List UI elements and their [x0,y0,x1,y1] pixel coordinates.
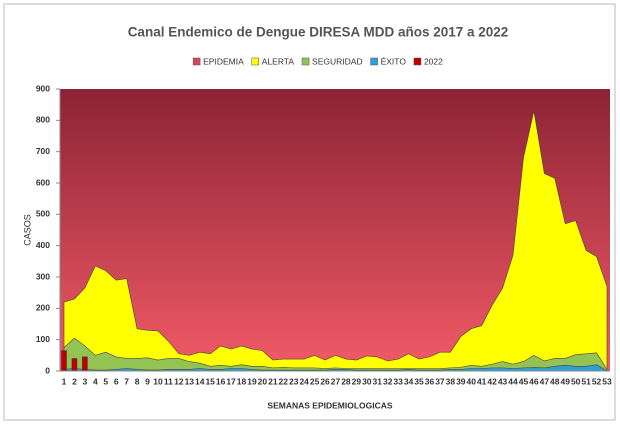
legend-swatch [370,57,378,66]
x-tick-label: 53 [602,376,612,386]
x-tick-label: 34 [404,376,414,386]
x-tick-label: 6 [114,376,119,386]
x-tick-label: 29 [352,376,362,386]
bar [82,356,88,372]
x-tick-label: 27 [331,376,341,386]
y-axis-title: CASOS [22,214,32,246]
x-tick-label: 19 [247,376,257,386]
legend-swatch [251,57,259,66]
x-tick-label: 16 [216,376,226,386]
x-tick-label: 30 [362,376,372,386]
legend-label: ALERTA [262,56,295,66]
y-tick-label: 900 [36,83,50,93]
x-tick-label: 3 [83,376,88,386]
x-tick-label: 38 [446,376,456,386]
x-tick-label: 26 [320,376,330,386]
x-tick-label: 47 [540,376,550,386]
x-tick-label: 48 [550,376,560,386]
x-tick-label: 32 [383,376,393,386]
x-tick-label: 41 [477,376,487,386]
y-tick-label: 700 [36,146,50,156]
x-tick-label: 37 [435,376,445,386]
legend-label: ÉXITO [381,56,407,66]
x-tick-label: 2 [72,376,77,386]
x-axis-title: SEMANAS EPIDEMIOLOGICAS [267,400,392,410]
x-tick-label: 45 [519,376,529,386]
x-tick-label: 7 [124,376,129,386]
x-tick-label: 43 [498,376,508,386]
area [63,364,609,372]
x-tick-label: 42 [487,376,497,386]
x-tick-label: 21 [268,376,278,386]
y-tick-label: 600 [36,177,50,187]
y-tick-label: 200 [36,303,50,313]
x-tick-label: 33 [393,376,403,386]
legend-label: 2022 [424,56,443,66]
bar [71,358,78,372]
y-tick-label: 0 [45,365,50,375]
x-tick-label: 51 [581,376,591,386]
y-tick-label: 800 [36,115,50,125]
x-tick-label: 23 [289,376,299,386]
x-tick-label: 28 [341,376,351,386]
x-tick-label: 22 [279,376,289,386]
x-tick-label: 15 [205,376,215,386]
x-tick-label: 25 [310,376,320,386]
x-tick-label: 11 [164,376,173,386]
legend-label: SEGURIDAD [312,56,363,66]
x-tick-label: 40 [467,376,477,386]
x-tick-label: 1 [62,376,67,386]
y-tick-label: 400 [36,240,50,250]
x-tick-label: 18 [237,376,247,386]
bar [61,350,67,372]
x-tick-label: 17 [226,376,236,386]
x-tick-label: 8 [135,376,140,386]
x-tick-label: 10 [153,376,163,386]
chart-title: Canal Endemico de Dengue DIRESA MDD años… [128,25,509,40]
legend-swatch [192,57,201,66]
x-tick-label: 44 [508,376,518,386]
x-tick-label: 50 [571,376,581,386]
y-tick-label: 500 [36,209,50,219]
x-tick-label: 14 [195,376,205,386]
x-tick-label: 36 [425,376,435,386]
x-tick-label: 31 [373,376,383,386]
x-tick-label: 13 [185,376,195,386]
x-tick-label: 20 [258,376,268,386]
x-tick-label: 24 [299,376,309,386]
legend-swatch [301,57,310,66]
legend-label: EPIDEMIA [203,56,244,66]
x-tick-label: 39 [456,376,466,386]
x-tick-label: 49 [560,376,570,386]
area [63,110,608,372]
x-tick-label: 12 [174,376,184,386]
y-tick-label: 300 [36,271,50,281]
x-tick-label: 4 [93,376,98,386]
x-tick-label: 5 [103,376,108,386]
x-tick-label: 9 [145,376,150,386]
x-tick-label: 52 [592,376,602,386]
x-tick-label: 35 [414,376,424,386]
y-tick-label: 100 [36,334,50,344]
legend-swatch [413,57,422,66]
x-tick-label: 46 [529,376,539,386]
